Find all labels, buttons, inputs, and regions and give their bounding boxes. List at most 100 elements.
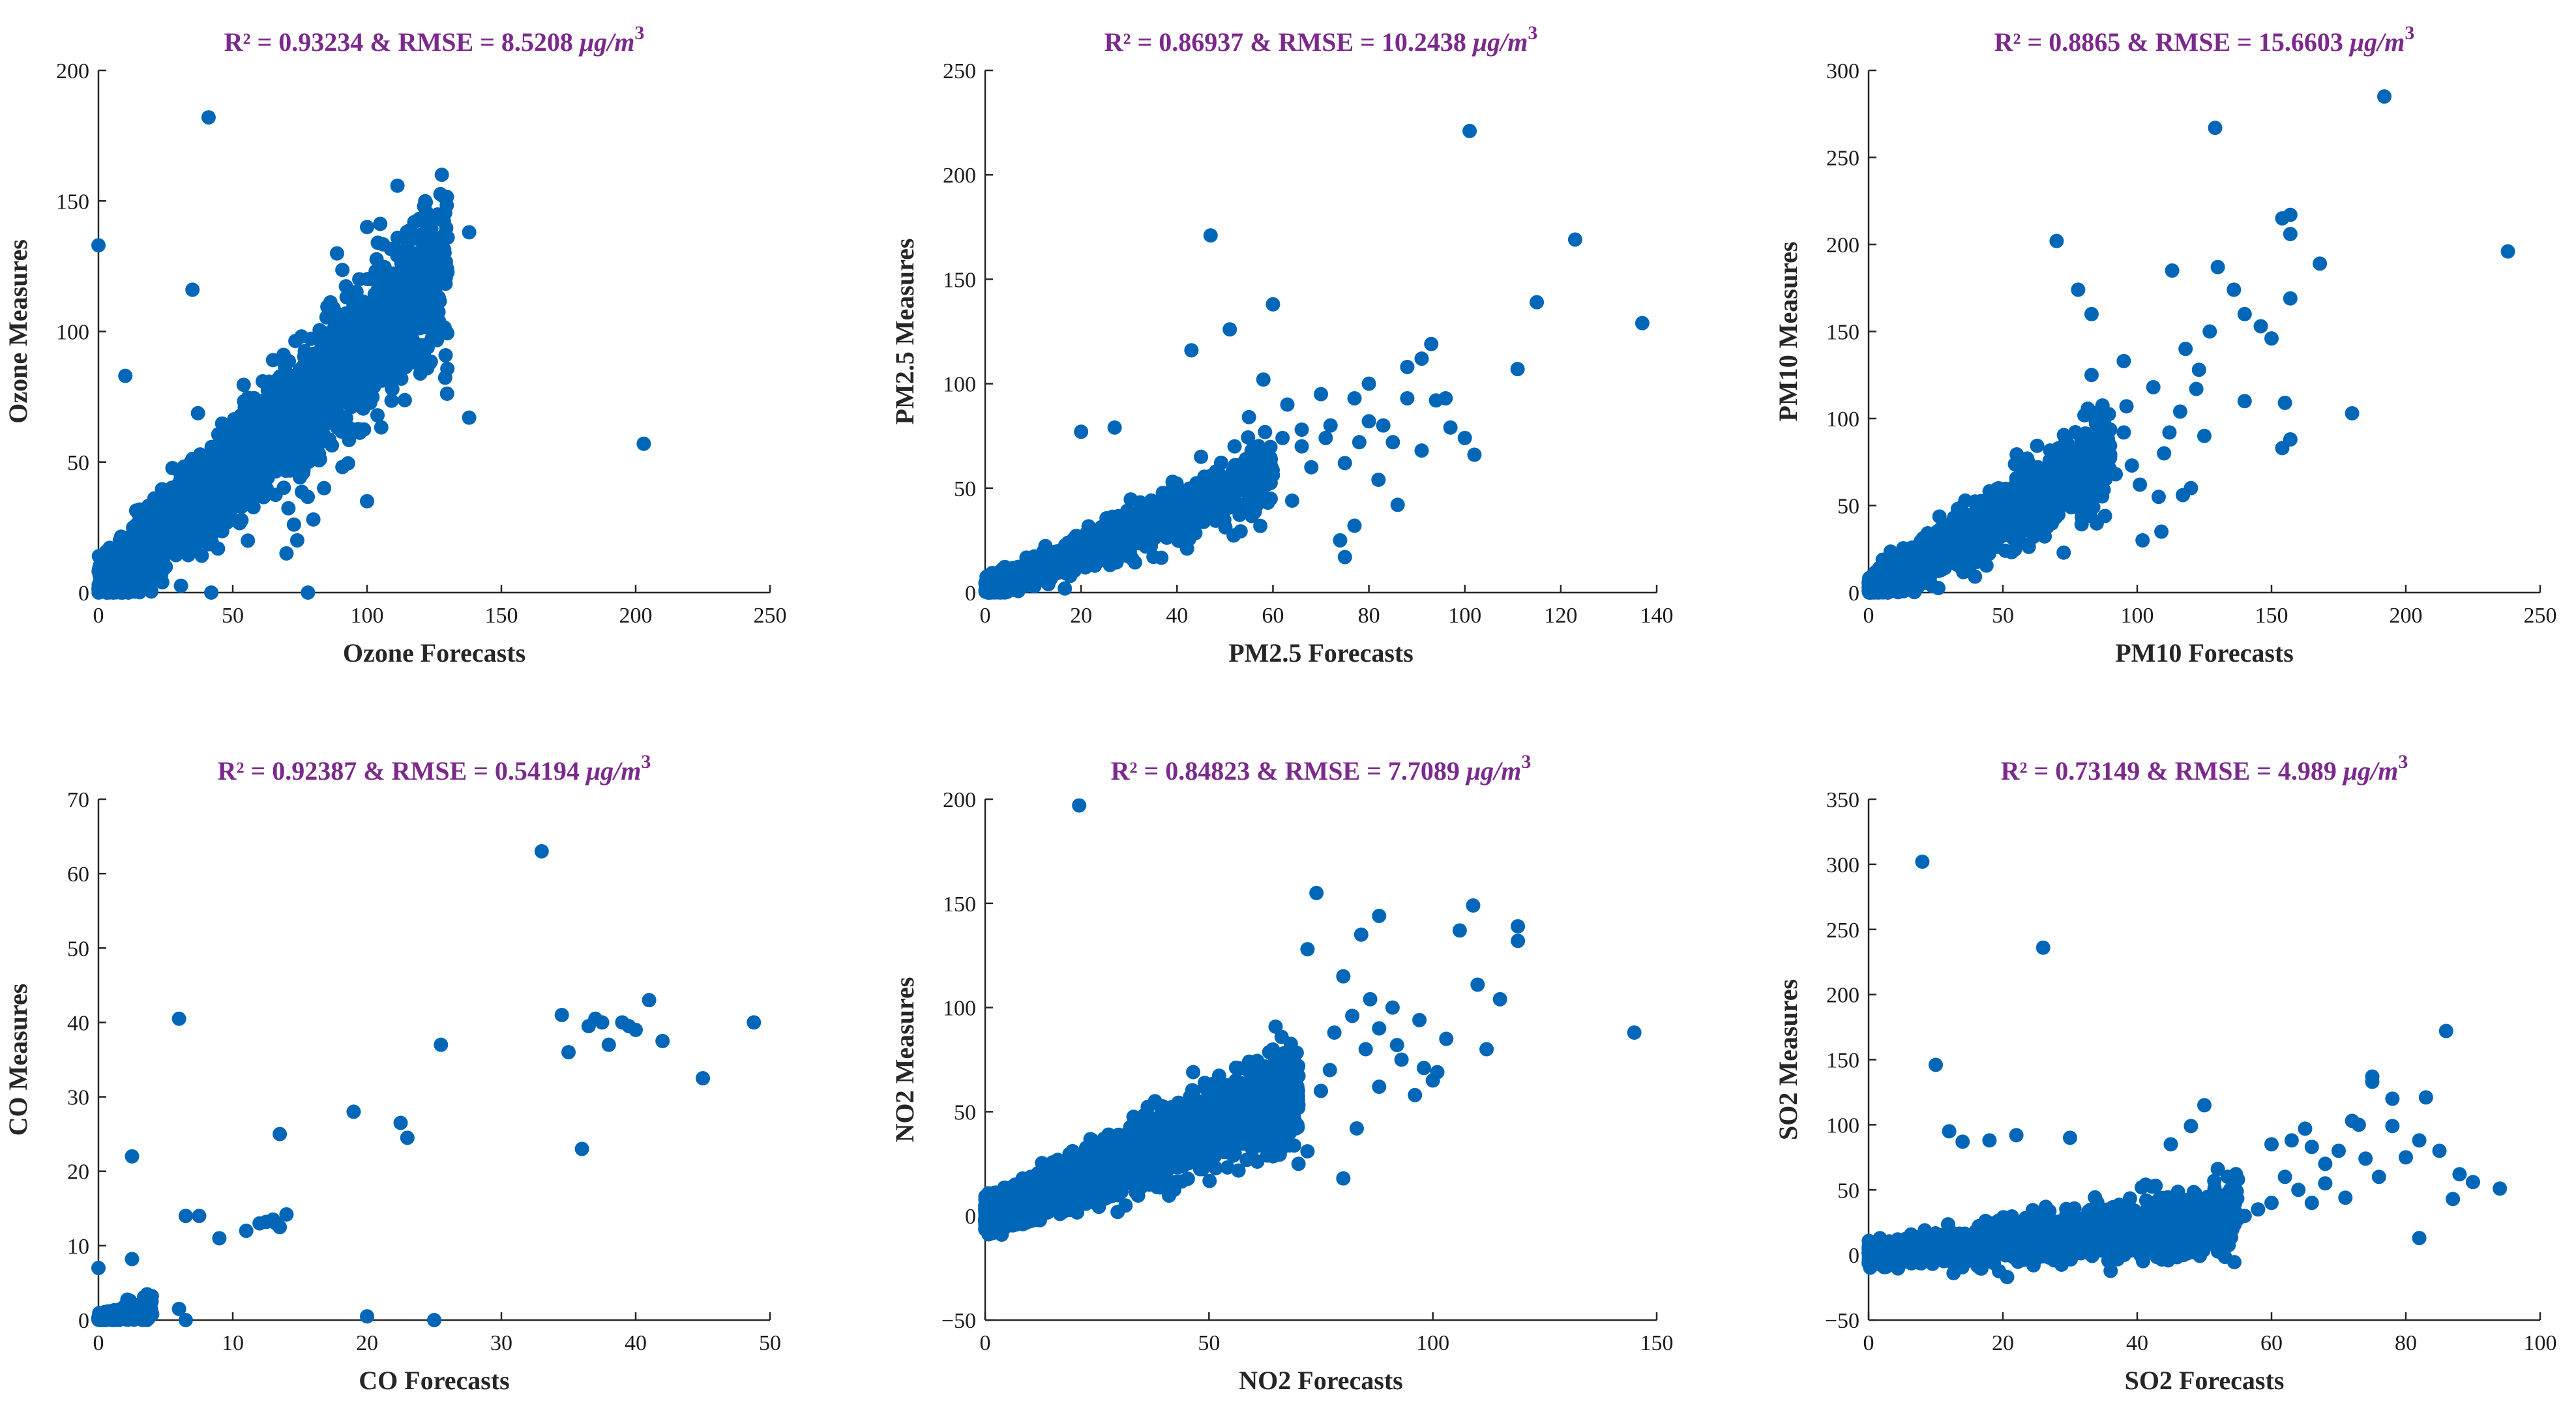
data-point (1414, 351, 1429, 366)
data-point (1194, 449, 1209, 464)
data-point (175, 499, 190, 514)
data-point (262, 452, 277, 467)
data-point (158, 502, 173, 517)
x-tick-label: 40 (1166, 604, 1188, 628)
data-point (979, 582, 994, 597)
data-point (1027, 549, 1042, 564)
data-point (1149, 501, 1164, 516)
data-point (278, 379, 293, 394)
data-point (404, 231, 419, 246)
data-point (1953, 515, 1968, 530)
data-point (211, 479, 226, 494)
data-point (249, 447, 264, 462)
data-point (199, 502, 214, 517)
data-point (2157, 446, 2172, 461)
data-point (1105, 546, 1120, 561)
data-point (144, 584, 159, 599)
data-point (303, 367, 318, 382)
data-point (241, 533, 256, 548)
data-point (2202, 324, 2217, 339)
data-point (243, 397, 258, 412)
x-tick-label: 60 (1262, 604, 1284, 628)
data-point (1096, 532, 1111, 547)
data-point (279, 546, 294, 561)
data-point (204, 585, 219, 600)
data-point (2135, 533, 2150, 548)
data-point (1241, 430, 1256, 445)
data-point (2077, 408, 2092, 423)
data-point (1424, 336, 1439, 351)
data-point (1280, 397, 1295, 412)
data-point (1226, 528, 1241, 543)
data-point (1166, 486, 1181, 501)
data-point (357, 422, 372, 437)
data-point (2102, 437, 2117, 452)
data-point (155, 563, 170, 578)
data-point (1192, 511, 1207, 526)
data-point (133, 518, 148, 533)
y-tick-label: 0 (78, 581, 89, 606)
y-axis-label: PM10 Measures (1773, 242, 1803, 422)
data-point (219, 515, 234, 530)
data-point (160, 512, 175, 527)
data-point (278, 355, 293, 370)
data-point (1058, 581, 1073, 596)
data-point (366, 351, 381, 366)
x-tick-label: 50 (222, 604, 244, 628)
data-point (440, 230, 455, 245)
data-point (2283, 226, 2298, 241)
data-point (1258, 424, 1273, 439)
y-tick-label: 150 (56, 190, 89, 214)
data-point (312, 447, 327, 462)
data-point (1333, 533, 1348, 548)
data-point (2056, 545, 2071, 560)
data-point (1347, 391, 1362, 406)
data-point (1222, 322, 1237, 337)
data-point (407, 246, 422, 261)
data-point (265, 353, 280, 368)
data-point (1932, 509, 1947, 524)
data-point (422, 357, 437, 372)
data-point (274, 414, 289, 429)
data-point (426, 252, 441, 267)
data-point (228, 431, 243, 446)
data-point (1018, 574, 1033, 589)
data-point (1457, 430, 1472, 445)
data-point (321, 375, 336, 390)
data-point (198, 467, 213, 482)
data-point (1213, 455, 1228, 470)
data-point (394, 371, 409, 386)
data-point (1153, 512, 1168, 527)
data-point (1266, 297, 1281, 312)
data-point (390, 178, 405, 193)
data-point (185, 282, 200, 297)
data-point (261, 407, 276, 422)
data-point (340, 334, 355, 349)
data-point (1385, 435, 1400, 450)
x-tick-label: 100 (351, 604, 384, 628)
data-point (261, 380, 276, 395)
data-point (2056, 456, 2071, 471)
data-point (2030, 460, 2045, 475)
point-layer (91, 110, 651, 600)
data-point (1241, 479, 1256, 494)
data-point (431, 304, 446, 319)
data-point (1390, 497, 1405, 512)
data-point (385, 323, 400, 338)
data-point (2165, 263, 2180, 278)
data-point (1361, 414, 1376, 429)
y-tick-label: 50 (954, 477, 976, 501)
data-point (1275, 430, 1290, 445)
data-point (342, 386, 357, 401)
data-point (360, 220, 374, 235)
data-point (2036, 497, 2051, 512)
data-point (1510, 362, 1525, 377)
data-point (404, 343, 419, 358)
data-point (1263, 456, 1278, 471)
data-point (370, 235, 385, 250)
data-point (384, 393, 399, 408)
data-point (2097, 508, 2112, 523)
data-point (2377, 89, 2392, 104)
data-point (374, 420, 389, 435)
